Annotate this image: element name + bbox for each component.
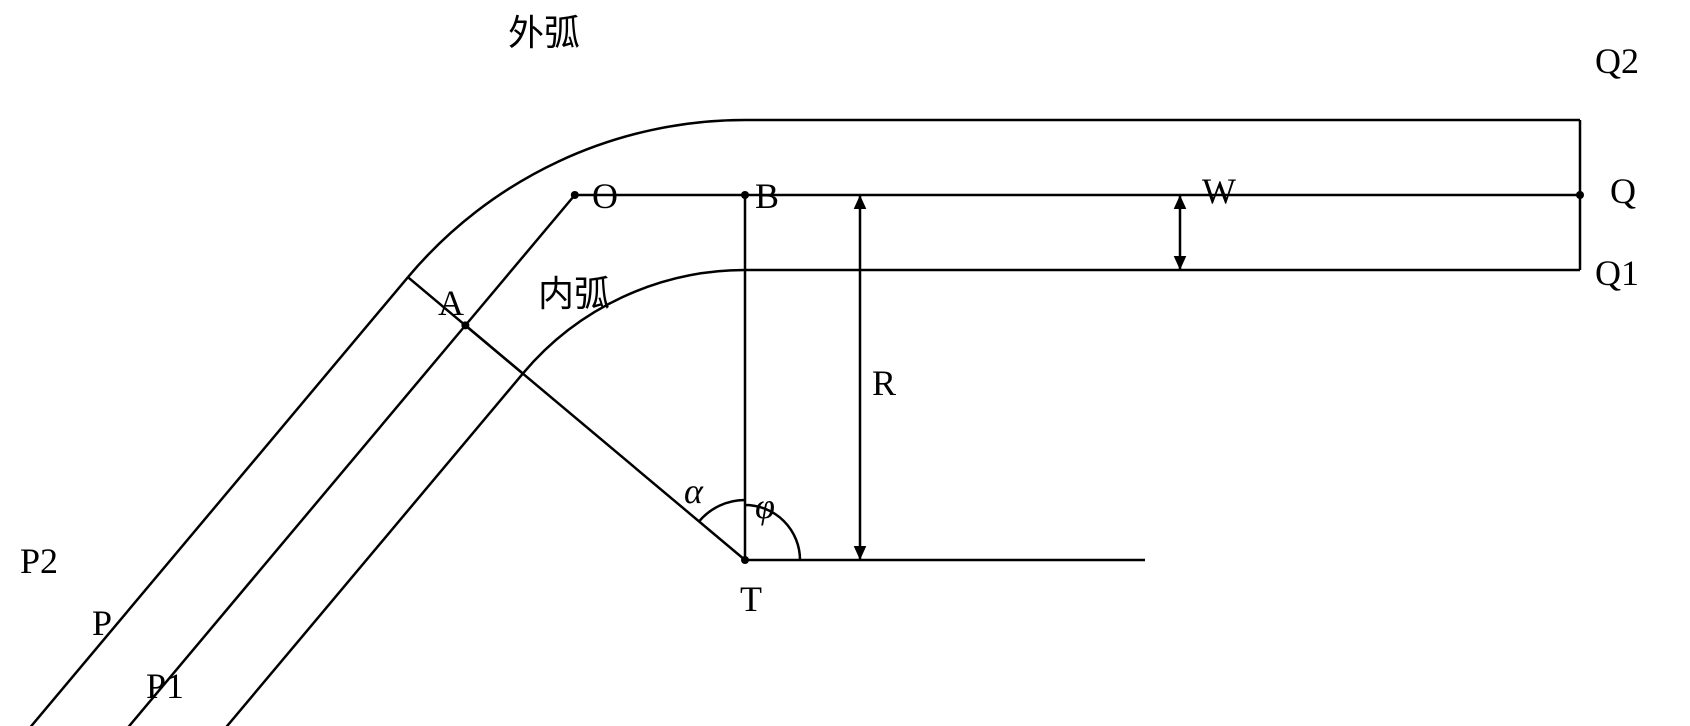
point-a-label: A: [438, 282, 464, 324]
point-p2-label: P2: [20, 540, 58, 582]
outer-arc-label: 外弧: [508, 4, 580, 56]
width-w-label: W: [1202, 170, 1236, 212]
inner-arc-label: 内弧: [538, 265, 610, 317]
bend-diagram: [0, 0, 1690, 726]
point-b-label: B: [755, 175, 779, 217]
angle-phi-label: φ: [755, 485, 775, 527]
point-q2-label: Q2: [1595, 40, 1639, 82]
point-o-label: O: [592, 175, 618, 217]
point-q1-label: Q1: [1595, 252, 1639, 294]
point-t-label: T: [740, 578, 762, 620]
angle-alpha-label: α: [684, 470, 703, 512]
point-p-label: P: [92, 602, 112, 644]
radius-r-label: R: [872, 362, 896, 404]
point-q-label: Q: [1610, 170, 1636, 212]
point-p1-label: P1: [146, 665, 184, 707]
